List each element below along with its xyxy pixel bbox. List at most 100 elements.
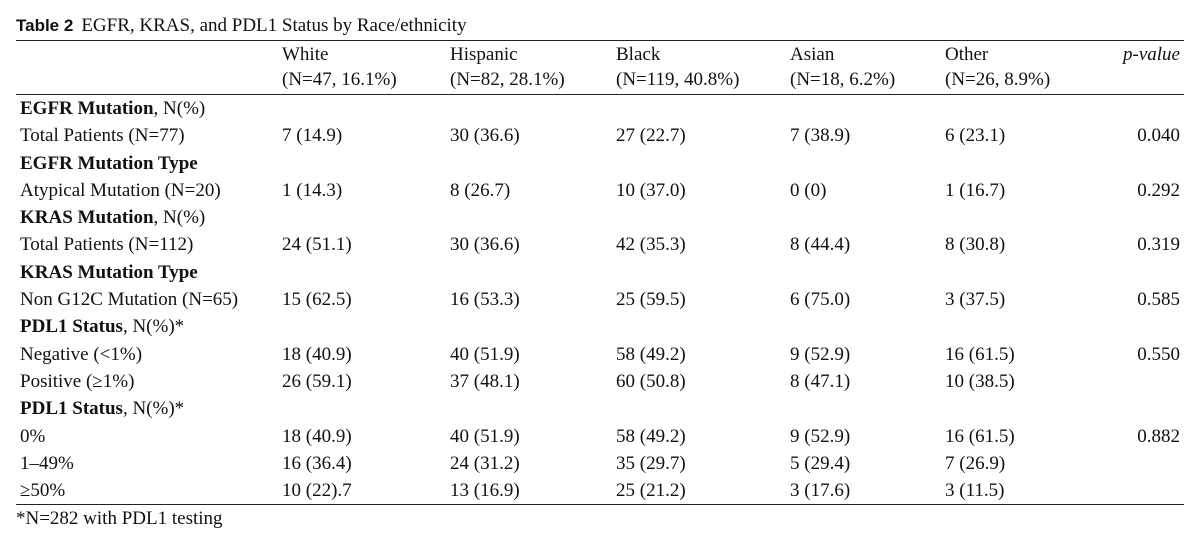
row-label: Non G12C Mutation (N=65): [20, 289, 239, 311]
header-name: Asian: [790, 44, 835, 65]
row-label: 1–49%: [20, 452, 74, 474]
table-row: Atypical Mutation (N=20) 1 (14.3) 8 (26.7)…: [16, 177, 1184, 204]
header-name: Hispanic: [450, 44, 518, 65]
table-cell: 30 (36.6): [450, 234, 520, 256]
pvalue-cell: [1096, 450, 1184, 477]
table-cell: 3 (11.5): [945, 480, 1005, 502]
section-heading-suffix: , N(%): [153, 207, 206, 229]
table-cell: 1 (16.7): [945, 179, 1006, 201]
section-row: PDL1 Status, N(%)*: [16, 395, 1184, 422]
table-row: Negative (<1%) 18 (40.9) 40 (51.9) 58 (49.2…: [16, 341, 1184, 368]
top-rule: [16, 40, 1184, 41]
section-row: PDL1 Status, N(%)*: [16, 313, 1184, 340]
table-cell: 6 (23.1): [945, 125, 1006, 147]
section-heading-suffix: , N(%)*: [122, 398, 185, 420]
section-heading: KRAS Mutation, N(%): [16, 204, 1184, 231]
section-row: KRAS Mutation Type: [16, 259, 1184, 286]
table-cell: 18 (40.9): [282, 343, 352, 365]
table-cell: 42 (35.3): [616, 234, 686, 256]
section-heading-suffix: , N(%): [153, 98, 206, 119]
row-label: Atypical Mutation (N=20): [20, 179, 221, 201]
table-cell: 58 (49.2): [616, 425, 686, 447]
pvalue-cell: [1096, 368, 1184, 395]
table-cell: 16 (61.5): [945, 425, 1015, 447]
header-white: White (N=47, 16.1%): [278, 41, 446, 95]
table-cell: 30 (36.6): [450, 125, 520, 147]
table-cell: 7 (38.9): [790, 125, 851, 147]
row-label: 0%: [20, 425, 46, 447]
header-n: (N=26, 8.9%): [945, 69, 1051, 90]
header-name: White: [282, 44, 329, 65]
row-label: Positive (≥1%): [20, 370, 135, 392]
table-cell: 40 (51.9): [450, 425, 520, 447]
table-cell: 6 (75.0): [790, 289, 851, 311]
header-n: (N=119, 40.8%): [616, 69, 740, 90]
section-heading-bold: PDL1 Status: [20, 398, 123, 420]
table-cell: 26 (59.1): [282, 370, 352, 392]
table-row: Total Patients (N=77) 7 (14.9) 30 (36.6) 27…: [16, 122, 1184, 149]
section-heading: PDL1 Status, N(%)*: [16, 395, 1184, 422]
table-cell: 0 (0): [790, 179, 827, 201]
table-row: 1–49% 16 (36.4) 24 (31.2) 35 (29.7) 5 (29.4)…: [16, 450, 1184, 477]
table-cell: 25 (59.5): [616, 289, 686, 311]
pvalue-cell: 0.319: [1137, 234, 1180, 256]
section-row: EGFR Mutation Type: [16, 150, 1184, 177]
table-cell: 8 (30.8): [945, 234, 1006, 256]
header-other: Other (N=26, 8.9%): [941, 41, 1096, 95]
table-cell: 5 (29.4): [790, 452, 851, 474]
table-body: EGFR Mutation, N(%) Total Patients (N=77)…: [16, 95, 1184, 505]
table-cell: 35 (29.7): [616, 452, 686, 474]
pvalue-cell: 0.040: [1137, 125, 1180, 147]
section-heading: EGFR Mutation, N(%): [16, 95, 1184, 123]
section-heading: PDL1 Status, N(%)*: [16, 313, 1184, 340]
header-name: Black: [616, 44, 661, 65]
table-cell: 16 (36.4): [282, 452, 352, 474]
table-cell: 7 (26.9): [945, 452, 1006, 474]
pvalue-cell: [1096, 477, 1184, 505]
header-pvalue: p-value: [1123, 44, 1180, 65]
table-cell: 9 (52.9): [790, 343, 851, 365]
header-name: Other: [945, 44, 989, 65]
table-row: 0% 18 (40.9) 40 (51.9) 58 (49.2) 9 (52.9) 16 …: [16, 423, 1184, 450]
table-cell: 10 (22).7: [282, 480, 352, 502]
table-cell: 40 (51.9): [450, 343, 520, 365]
header-n: (N=47, 16.1%): [282, 69, 397, 90]
table-cell: 8 (26.7): [450, 179, 511, 201]
row-label: Total Patients (N=77): [20, 125, 185, 147]
section-heading-bold: KRAS Mutation: [20, 207, 154, 229]
header-n: (N=18, 6.2%): [790, 69, 896, 90]
header-n: (N=82, 28.1%): [450, 69, 565, 90]
table-header: White (N=47, 16.1%) Hispanic (N=82, 28.1%)…: [16, 41, 1184, 95]
table-cell: 10 (37.0): [616, 179, 686, 201]
table-caption: Table 2 EGFR, KRAS, and PDL1 Status by Ra…: [16, 14, 1184, 40]
header-blank: [16, 41, 278, 95]
table-cell: 7 (14.9): [282, 125, 343, 147]
table-cell: 60 (50.8): [616, 370, 686, 392]
table-cell: 18 (40.9): [282, 425, 352, 447]
table-row: Total Patients (N=112) 24 (51.1) 30 (36.6)…: [16, 231, 1184, 258]
header-hispanic: Hispanic (N=82, 28.1%): [446, 41, 612, 95]
table-cell: 8 (44.4): [790, 234, 851, 256]
pvalue-cell: 0.550: [1137, 343, 1180, 365]
pvalue-cell: 0.585: [1137, 289, 1180, 311]
table-cell: 1 (14.3): [282, 179, 343, 201]
table-cell: 37 (48.1): [450, 370, 520, 392]
header-row: White (N=47, 16.1%) Hispanic (N=82, 28.1%)…: [16, 41, 1184, 95]
caption-title: EGFR, KRAS, and PDL1 Status by Race/ethn…: [81, 15, 467, 36]
pvalue-cell: 0.292: [1137, 179, 1180, 201]
table-cell: 16 (53.3): [450, 289, 520, 311]
pvalue-cell: 0.882: [1137, 425, 1180, 447]
section-row: KRAS Mutation, N(%): [16, 204, 1184, 231]
table-footnote: *N=282 with PDL1 testing: [16, 508, 223, 530]
table-cell: 16 (61.5): [945, 343, 1015, 365]
section-heading-suffix: , N(%)*: [122, 316, 185, 338]
section-heading-bold: EGFR Mutation Type: [20, 152, 198, 174]
table-cell: 13 (16.9): [450, 480, 520, 502]
table-cell: 24 (51.1): [282, 234, 352, 256]
header-black: Black (N=119, 40.8%): [612, 41, 786, 95]
row-label: Total Patients (N=112): [20, 234, 194, 256]
section-heading-bold: PDL1 Status: [20, 316, 123, 338]
table-cell: 27 (22.7): [616, 125, 686, 147]
table-row: Non G12C Mutation (N=65) 15 (62.5) 16 (53.…: [16, 286, 1184, 313]
data-table: White (N=47, 16.1%) Hispanic (N=82, 28.1%)…: [16, 41, 1184, 505]
